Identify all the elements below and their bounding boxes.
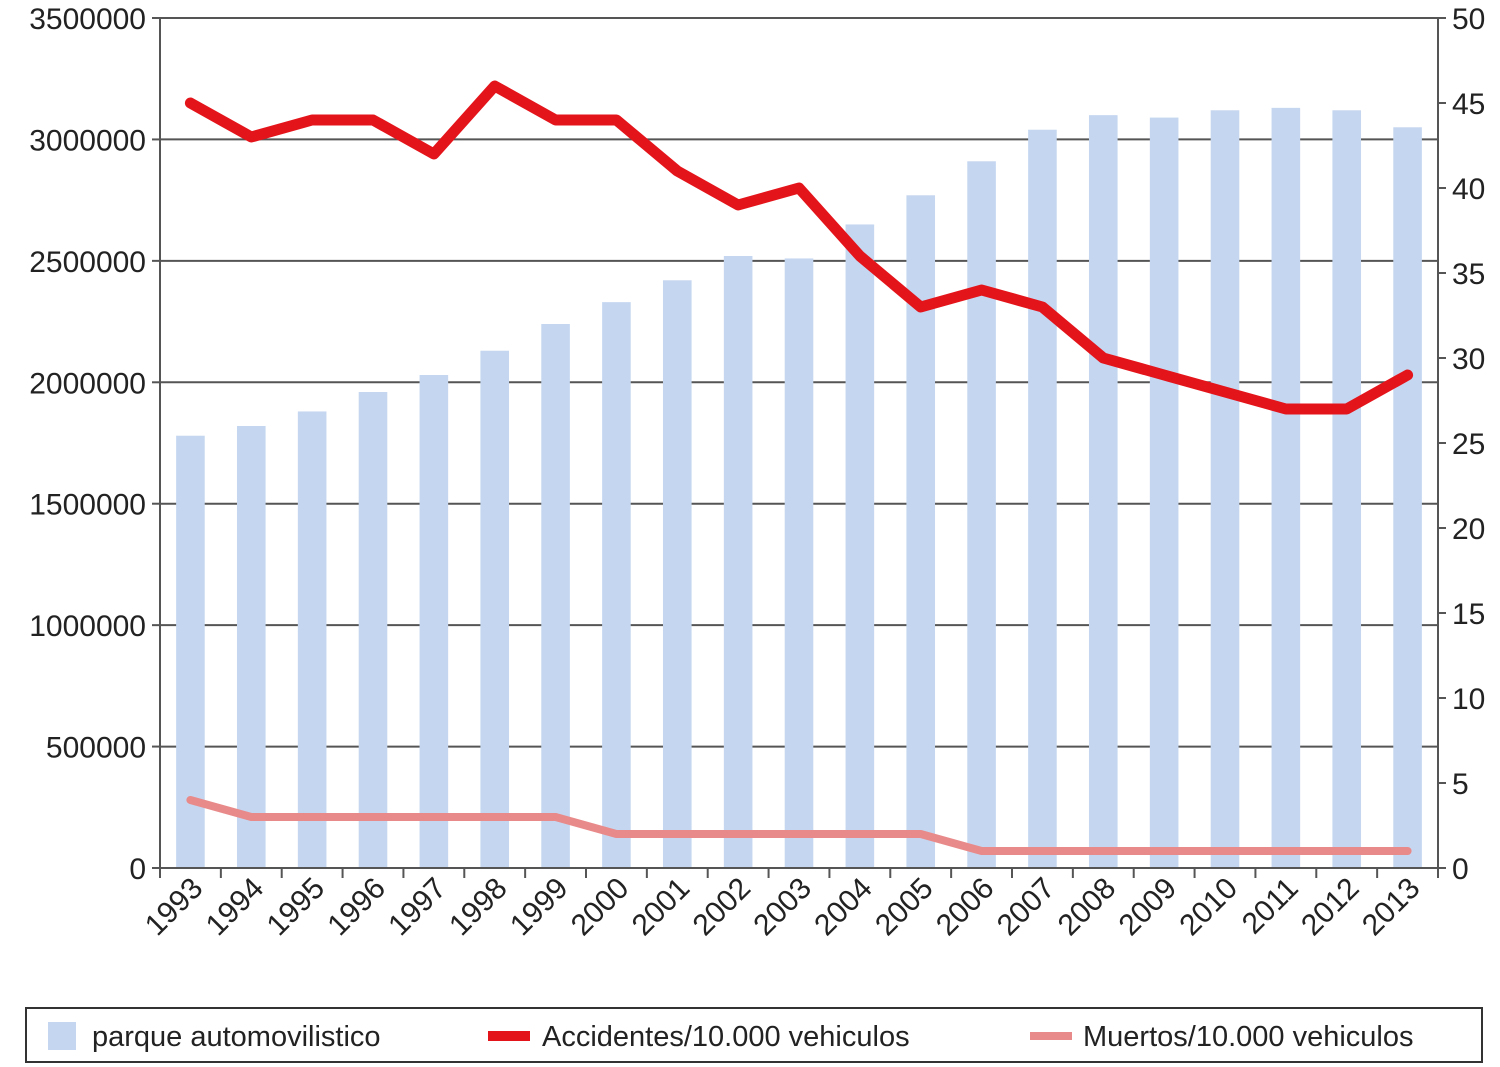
bar-2013 bbox=[1393, 127, 1422, 869]
legend-box bbox=[25, 1007, 1483, 1063]
bar-2004 bbox=[845, 224, 875, 868]
left-tick-label: 1000000 bbox=[29, 610, 146, 643]
bar-2008 bbox=[1088, 115, 1118, 868]
bar-1996 bbox=[358, 392, 388, 868]
right-tick-label: 40 bbox=[1452, 173, 1485, 206]
bar-2002 bbox=[723, 256, 753, 868]
x-tick-label: 2005 bbox=[869, 872, 940, 943]
left-tick-label: 1500000 bbox=[29, 489, 146, 522]
right-tick-label: 5 bbox=[1452, 768, 1469, 801]
right-tick-label: 35 bbox=[1452, 258, 1485, 291]
bar-1999 bbox=[541, 324, 570, 868]
x-tick-label: 2002 bbox=[687, 872, 758, 943]
x-tick-label: 2006 bbox=[930, 872, 1001, 943]
x-tick-label: 1999 bbox=[504, 872, 575, 943]
bar-1995 bbox=[297, 411, 327, 868]
x-tick-label: 1996 bbox=[321, 872, 392, 943]
bar-2012 bbox=[1332, 110, 1362, 869]
bar-2003 bbox=[784, 258, 814, 868]
left-tick-label: 2500000 bbox=[29, 246, 146, 279]
x-tick-label: 1997 bbox=[382, 872, 453, 943]
left-tick-label: 3000000 bbox=[29, 124, 146, 157]
bar-series bbox=[176, 107, 1422, 869]
x-tick-label: 1993 bbox=[139, 872, 210, 943]
x-tick-label: 2003 bbox=[747, 872, 818, 943]
x-tick-label: 1998 bbox=[443, 872, 514, 943]
bar-2009 bbox=[1149, 117, 1179, 869]
bar-2007 bbox=[1028, 129, 1057, 868]
left-tick-label: 2000000 bbox=[29, 367, 146, 400]
x-tick-label: 2007 bbox=[991, 872, 1062, 943]
muertos-line bbox=[186, 796, 1412, 855]
legend-label: parque automovilistico bbox=[92, 1021, 381, 1053]
legend: parque automovilistico Accidentes/10.000 … bbox=[25, 1007, 1483, 1063]
left-tick-label: 500000 bbox=[46, 732, 146, 765]
right-tick-label: 15 bbox=[1452, 598, 1485, 631]
bar-1997 bbox=[419, 375, 449, 868]
line-series bbox=[184, 80, 1414, 855]
x-tick-label: 2008 bbox=[1052, 872, 1123, 943]
x-tick-label: 1994 bbox=[200, 872, 271, 943]
bar-2001 bbox=[662, 280, 692, 868]
left-tick-label: 0 bbox=[129, 853, 146, 886]
x-tick-label: 2013 bbox=[1356, 872, 1427, 943]
bar-1993 bbox=[176, 435, 205, 868]
bar-1998 bbox=[480, 350, 510, 868]
right-tick-label: 50 bbox=[1452, 3, 1485, 36]
accidentes-line bbox=[184, 80, 1414, 415]
bar-1994 bbox=[236, 426, 266, 868]
bar-2011 bbox=[1271, 107, 1301, 869]
x-tick-label: 2012 bbox=[1295, 872, 1366, 943]
right-tick-label: 10 bbox=[1452, 683, 1485, 716]
x-tick-label: 2009 bbox=[1113, 872, 1184, 943]
x-tick-label: 2004 bbox=[808, 872, 879, 943]
bar-2006 bbox=[967, 161, 996, 869]
x-tick-label: 1995 bbox=[261, 872, 332, 943]
bar-2000 bbox=[602, 302, 631, 869]
right-tick-label: 25 bbox=[1452, 428, 1485, 461]
right-tick-label: 30 bbox=[1452, 343, 1485, 376]
right-tick-label: 20 bbox=[1452, 513, 1485, 546]
legend-label: Accidentes/10.000 vehiculos bbox=[542, 1021, 910, 1053]
left-tick-label: 3500000 bbox=[29, 3, 146, 36]
x-tick-label: 2000 bbox=[565, 872, 636, 943]
x-tick-label: 2011 bbox=[1236, 872, 1305, 941]
bar-2010 bbox=[1210, 110, 1240, 869]
legend-label: Muertos/10.000 vehiculos bbox=[1083, 1021, 1413, 1053]
x-tick-label: 2010 bbox=[1173, 872, 1244, 943]
x-tick-label: 2001 bbox=[626, 872, 697, 943]
right-tick-label: 0 bbox=[1452, 853, 1469, 886]
legend-swatch-bar bbox=[48, 1022, 76, 1050]
right-tick-label: 45 bbox=[1452, 88, 1485, 121]
